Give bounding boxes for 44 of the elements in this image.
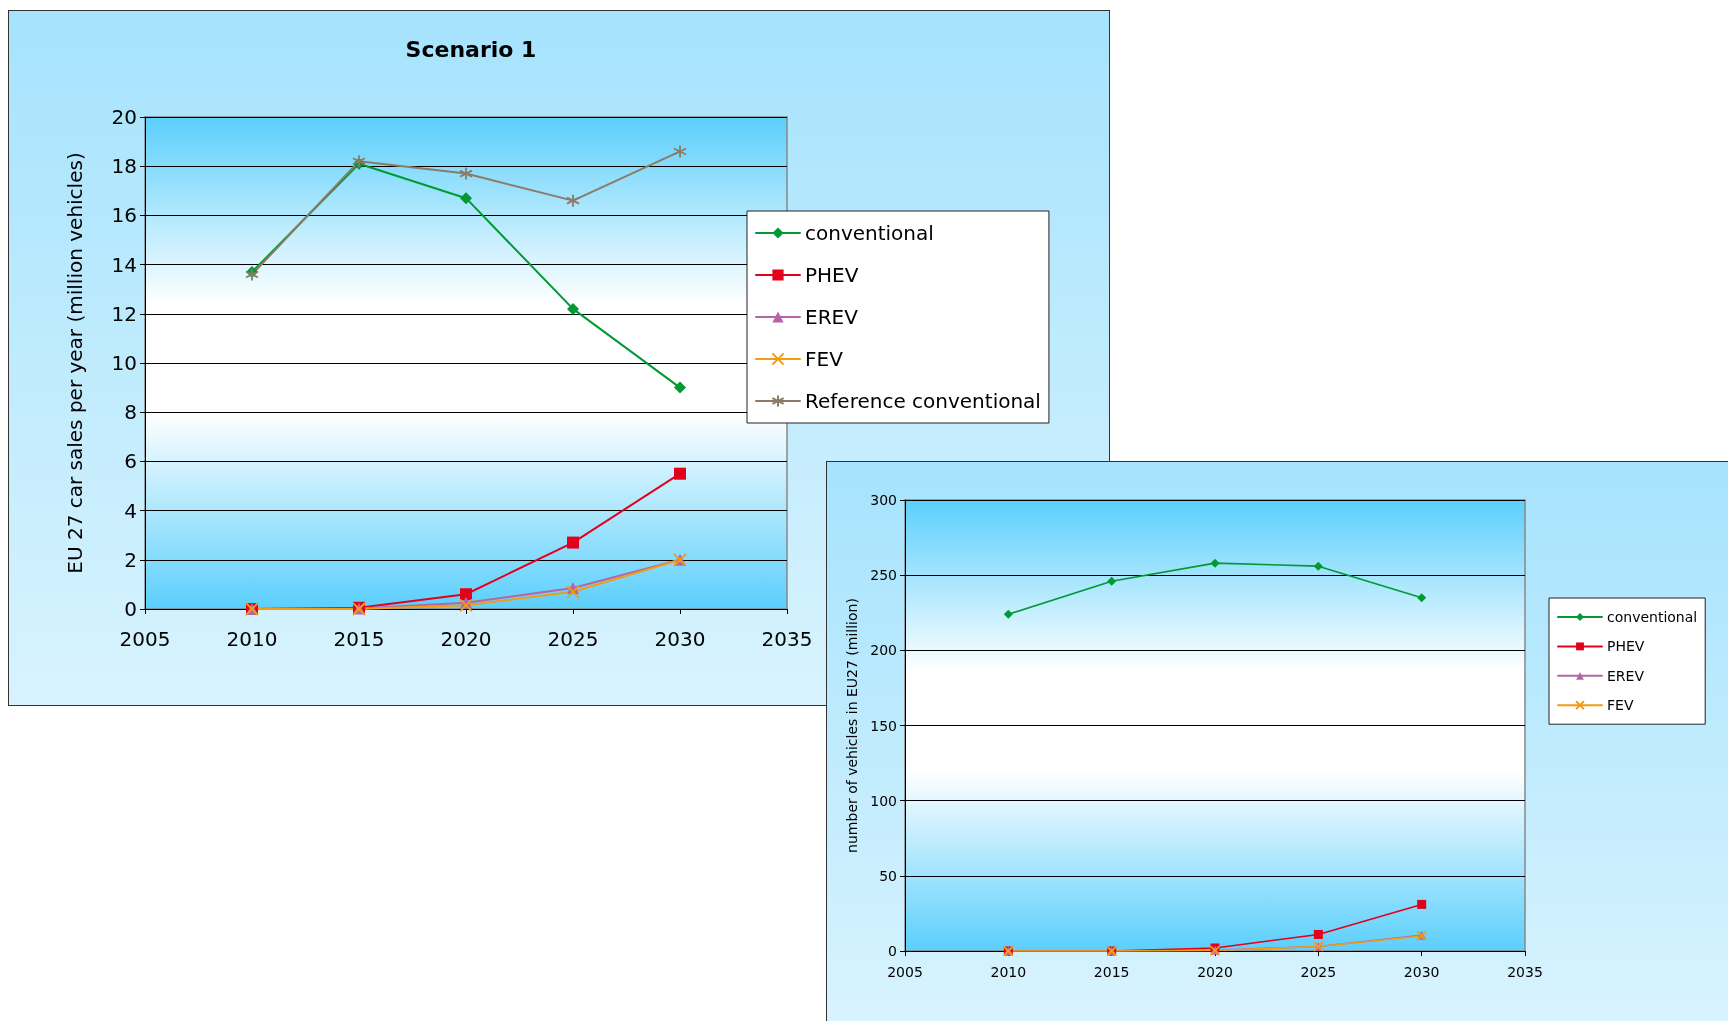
x-tick-label: 2025	[1300, 964, 1337, 980]
x-tick-label: 2030	[654, 627, 706, 651]
y-tick-label: 12	[111, 301, 137, 326]
y-tick-label: 20	[111, 105, 137, 129]
x-tick-label: 2035	[761, 627, 813, 651]
legend-label: PHEV	[805, 263, 859, 287]
legend-label: EREV	[1607, 667, 1645, 684]
x-tick-label: 2020	[440, 627, 492, 651]
y-axis-title: EU 27 car sales per year (million vehicles)	[63, 152, 87, 574]
y-tick-label: 100	[870, 792, 897, 809]
y-tick-label: 0	[124, 597, 137, 621]
legend-label: Reference conventional	[805, 389, 1041, 413]
y-tick-label: 10	[111, 351, 137, 375]
y-tick-label: 8	[124, 400, 137, 425]
y-tick-label: 6	[124, 449, 137, 474]
y-tick-label: 16	[111, 203, 137, 228]
y-tick-label: 300	[870, 492, 897, 508]
x-tick-label: 2005	[119, 627, 171, 651]
x-tick-label: 2030	[1403, 964, 1440, 980]
y-tick-label: 18	[111, 154, 137, 179]
legend-label: conventional	[1607, 609, 1698, 625]
legend-label: EREV	[805, 305, 859, 329]
x-tick-label: 2020	[1197, 964, 1233, 980]
y-tick-label: 250	[870, 567, 897, 584]
x-tick-label: 2010	[226, 627, 278, 651]
legend-label: FEV	[805, 347, 844, 371]
y-tick-label: 0	[888, 943, 897, 959]
y-tick-label: 150	[870, 717, 897, 734]
y-axis-title: number of vehicles in EU27 (million)	[844, 598, 861, 853]
x-tick-label: 2035	[1507, 964, 1543, 980]
chart-title: Scenario 1	[405, 36, 537, 62]
y-tick-label: 50	[879, 867, 897, 884]
y-tick-label: 2	[124, 547, 137, 572]
x-tick-label: 2005	[887, 964, 923, 980]
y-tick-label: 14	[111, 252, 137, 277]
y-tick-label: 200	[870, 642, 897, 659]
legend-label: FEV	[1607, 697, 1634, 714]
x-tick-label: 2015	[333, 627, 385, 651]
x-tick-label: 2010	[990, 964, 1027, 980]
legend-label: PHEV	[1607, 638, 1645, 655]
x-tick-label: 2025	[547, 627, 599, 651]
y-tick-label: 4	[124, 498, 137, 523]
x-tick-label: 2015	[1093, 964, 1130, 980]
legend-label: conventional	[805, 221, 934, 245]
